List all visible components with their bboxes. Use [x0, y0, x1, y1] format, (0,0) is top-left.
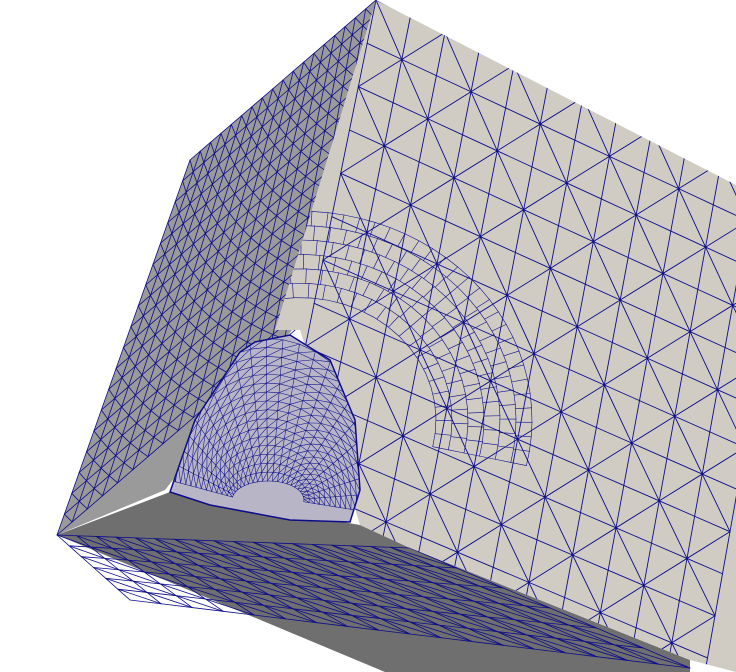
- front-face-wireframe: [275, 0, 736, 672]
- front-face-refined-wireframe: [275, 210, 533, 466]
- cube-bottom-face: [56, 492, 691, 672]
- cube-left-face: [56, 0, 377, 536]
- cube-front-face: [275, 0, 736, 672]
- bottom-face-wireframe: [56, 534, 691, 669]
- left-face-wireframe: [56, 0, 377, 536]
